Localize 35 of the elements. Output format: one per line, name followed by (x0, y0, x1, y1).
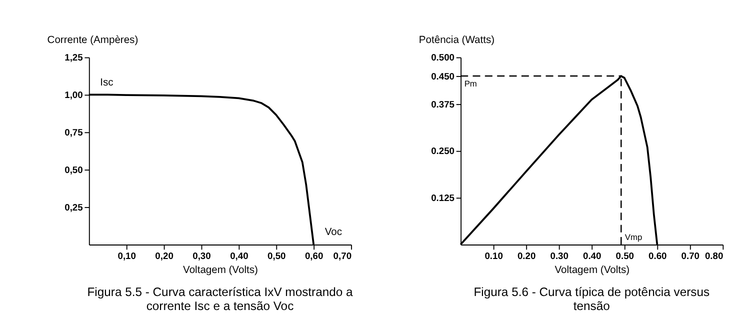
y-axis-title: Potência (Watts) (418, 34, 495, 46)
annotation: Isc (100, 77, 114, 88)
x-tick-label: 0,40 (230, 251, 248, 262)
x-tick-label: 0.80 (704, 251, 724, 262)
annotation: Voc (324, 227, 342, 238)
y-tick-label: 0,50 (64, 164, 83, 175)
ref-line-label: Pm (464, 78, 477, 88)
y-tick-label: 0,75 (64, 127, 83, 138)
ref-line-label: Vmp (624, 232, 642, 242)
x-tick-label: 0.30 (550, 251, 568, 262)
x-tick-label: 0.50 (616, 251, 634, 262)
x-tick-label: 0.10 (484, 251, 503, 262)
y-tick-label: 1,25 (64, 52, 83, 63)
x-tick-label: 0,10 (118, 251, 136, 262)
x-tick-label: 0,30 (192, 251, 211, 262)
y-tick-label: 1,00 (64, 90, 83, 100)
y-tick-label: 0.375 (431, 99, 454, 110)
x-tick-label: 0.20 (517, 251, 536, 262)
text: Figura 5.6 - Curva típica de potência versus tensão (474, 284, 710, 314)
y-axis-title: Corrente (Ampères) (47, 34, 138, 46)
y-tick-label: 0.250 (431, 146, 454, 156)
x-tick-label: 0.40 (583, 251, 602, 262)
x-tick-label: 0,60 (304, 251, 324, 262)
text: Figura 5.5 - Curva característica IxV mostrando a corrente Isc e a tensão Voc (87, 284, 353, 314)
x-axis-title: Voltagem (Volts) (183, 265, 258, 276)
y-tick-label: 0.450 (431, 71, 454, 82)
y-tick-label: 0.125 (431, 192, 454, 203)
x-tick-label: 0,50 (268, 251, 286, 262)
y-tick-label: 0,25 (64, 202, 83, 212)
x-tick-label: 0,20 (155, 251, 174, 262)
x-tick-label: 0.70 (681, 251, 700, 262)
x-tick-label: 0,70 (333, 251, 352, 262)
x-axis-title: Voltagem (Volts) (554, 265, 630, 276)
x-tick-label: 0.60 (648, 251, 667, 262)
y-tick-label: 0.500 (431, 52, 454, 63)
